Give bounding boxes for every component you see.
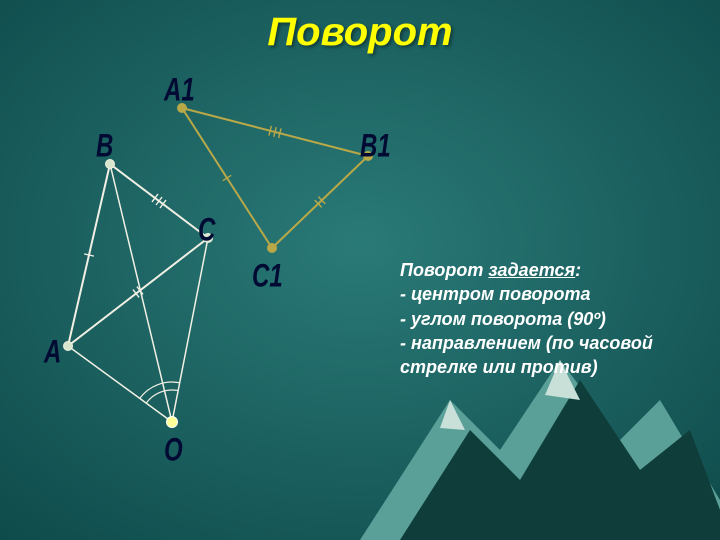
desc-line2: - центром поворота: [400, 284, 591, 304]
desc-line1c: :: [575, 260, 581, 280]
label-A1: A1: [164, 72, 195, 110]
label-B1: B1: [360, 128, 391, 166]
slide-stage: Поворот A1 B1 B C C1 A O Поворот задаетс…: [0, 0, 720, 540]
desc-line4: - направлением (по часовой стрелке или п…: [400, 333, 653, 377]
label-O: O: [164, 432, 183, 470]
label-B: B: [96, 128, 113, 166]
desc-line1a: Поворот: [400, 260, 488, 280]
desc-line1b: задается: [488, 260, 575, 280]
label-C1: C1: [252, 258, 283, 296]
description-block: Поворот задается: - центром поворота - у…: [400, 258, 680, 379]
label-A: A: [44, 334, 61, 372]
label-C: C: [198, 212, 215, 250]
desc-line3: - углом поворота (90º): [400, 309, 606, 329]
